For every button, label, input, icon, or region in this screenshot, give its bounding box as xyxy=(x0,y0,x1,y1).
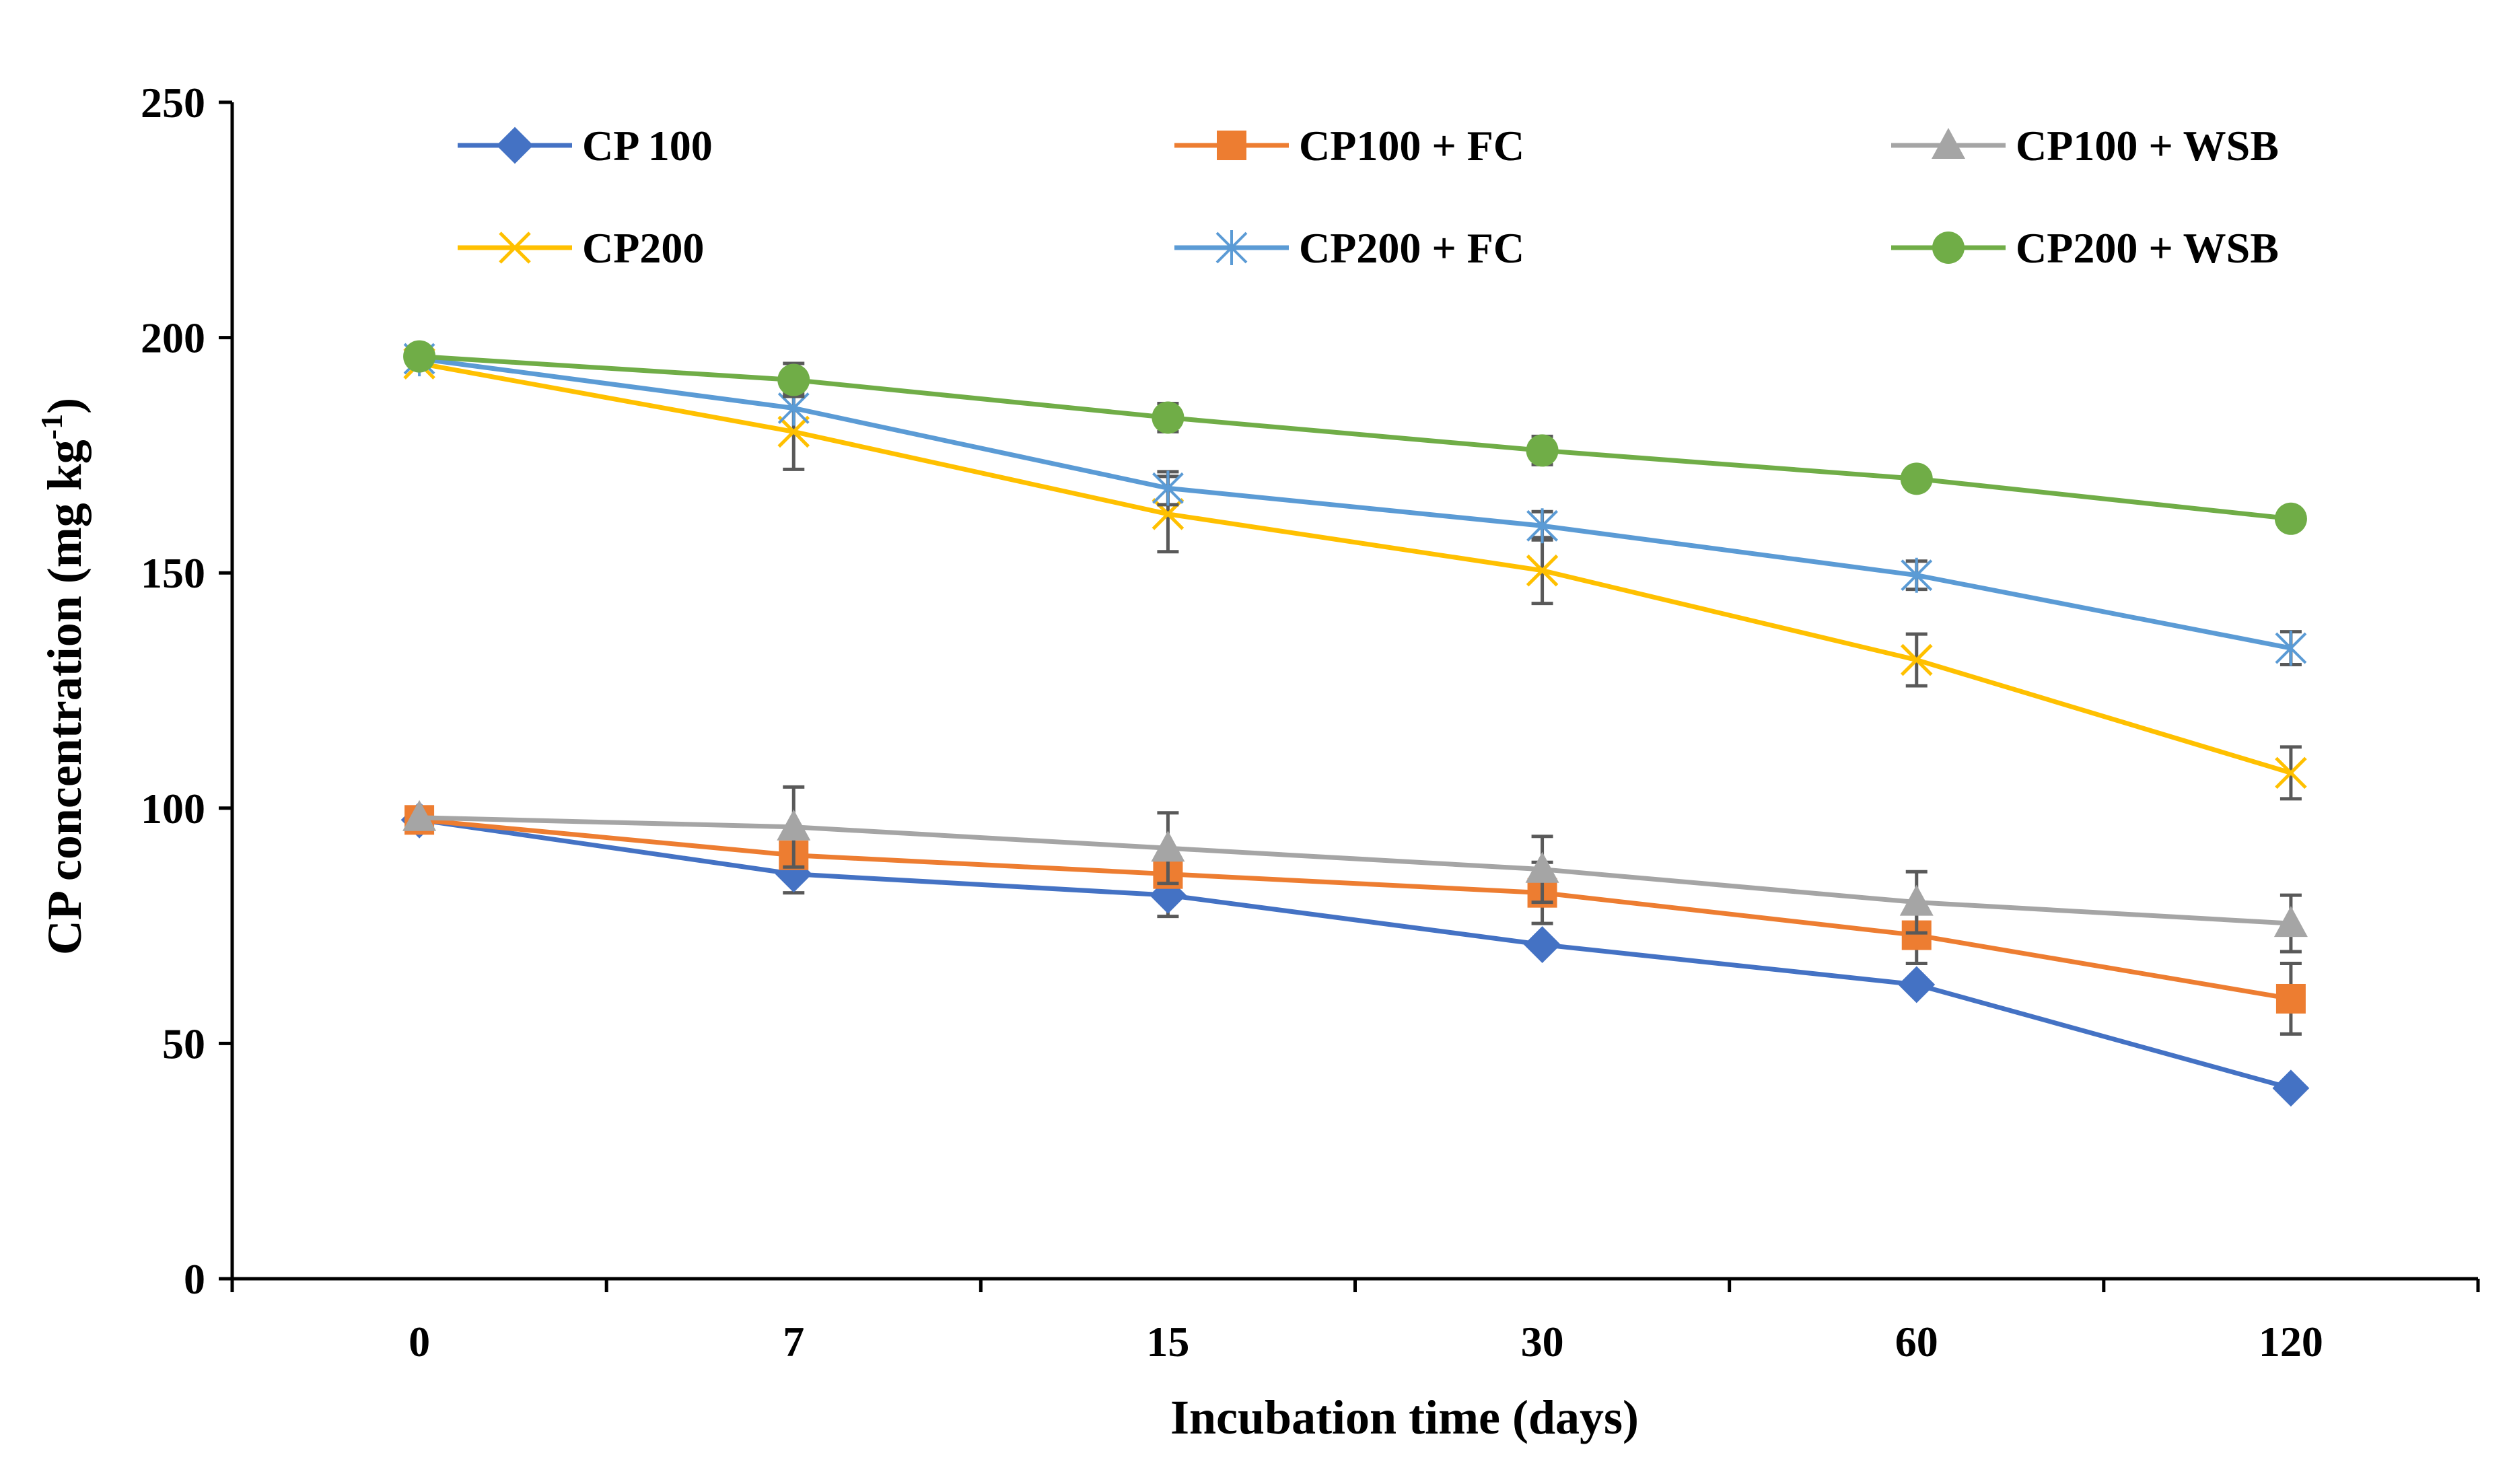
y-tick-label: 250 xyxy=(141,79,205,127)
data-point xyxy=(1151,831,1185,862)
legend-label: CP200 + FC xyxy=(1299,224,1524,272)
data-point xyxy=(2273,906,2308,938)
series-line xyxy=(419,354,2292,522)
series-2 xyxy=(402,785,2308,954)
data-point xyxy=(1526,554,1559,587)
data-point xyxy=(1526,508,1558,544)
x-tick-label: 0 xyxy=(409,1318,430,1366)
data-point xyxy=(777,809,811,841)
data-point xyxy=(1898,966,1936,1003)
data-point xyxy=(2275,983,2306,1014)
data-point xyxy=(777,415,810,448)
data-point xyxy=(1900,643,1933,676)
data-point xyxy=(2274,502,2307,535)
legend-label: CP 100 xyxy=(582,122,713,170)
legend-item-1: CP100 + FC xyxy=(1174,122,1524,170)
y-tick-label: 0 xyxy=(184,1255,205,1303)
series-3 xyxy=(403,347,2307,801)
x-axis-title: Incubation time (days) xyxy=(1170,1390,1639,1444)
data-point xyxy=(1525,851,1559,883)
y-tick-label: 150 xyxy=(141,549,205,597)
legend-item-2: CP100 + WSB xyxy=(1891,122,2279,170)
legend-marker xyxy=(1932,232,1965,264)
legend: CP 100 CP100 + FC CP100 + WSB CP200 CP200 + … xyxy=(458,122,2279,272)
series-line xyxy=(419,817,2292,1001)
legend-label: CP200 + WSB xyxy=(2016,224,2279,272)
legend-label: CP100 + FC xyxy=(1299,122,1524,170)
data-point xyxy=(1901,557,1933,593)
data-point-stroke xyxy=(1900,643,1933,676)
legend-marker-stroke xyxy=(499,232,531,264)
x-tick-label: 120 xyxy=(2259,1318,2323,1366)
series-group xyxy=(400,340,2310,1107)
data-point xyxy=(1524,926,1561,963)
x-tick-label: 30 xyxy=(1521,1318,1564,1366)
y-axis-title-main: CP concentration (mg kg xyxy=(38,439,92,955)
series-line xyxy=(419,356,2292,651)
y-axis-title: CP concentration (mg kg-1) xyxy=(34,398,92,955)
data-point xyxy=(777,363,810,396)
data-point xyxy=(2275,631,2307,666)
data-point xyxy=(1152,470,1184,506)
axes: 0 50 100 150 200 250 0 7 15 30 60 120 xyxy=(141,79,2480,1366)
series-line xyxy=(419,815,2292,926)
legend-label: CP100 + WSB xyxy=(2016,122,2279,170)
y-axis-title-superscript: -1 xyxy=(34,414,69,439)
data-point xyxy=(402,800,437,831)
series-5 xyxy=(403,340,2307,535)
y-tick-label: 50 xyxy=(162,1020,205,1067)
data-point xyxy=(1152,401,1185,434)
data-point-stroke xyxy=(777,415,810,448)
data-point xyxy=(1900,462,1933,495)
legend-marker xyxy=(1215,230,1248,265)
series-line xyxy=(419,361,2292,775)
x-tick-label: 7 xyxy=(783,1318,804,1366)
y-tick-label: 100 xyxy=(141,785,205,833)
data-point xyxy=(403,340,436,373)
legend-label: CP200 xyxy=(582,224,704,272)
legend-marker xyxy=(496,127,534,164)
y-tick-label: 200 xyxy=(141,314,205,362)
x-tick-label: 15 xyxy=(1146,1318,1189,1366)
data-point xyxy=(2272,1069,2310,1107)
y-axis-title-close: ) xyxy=(38,398,92,414)
series-4 xyxy=(403,341,2307,667)
data-point-stroke xyxy=(1526,554,1559,587)
legend-item-5: CP200 + WSB xyxy=(1891,224,2279,272)
legend-item-0: CP 100 xyxy=(458,122,713,170)
legend-marker xyxy=(1217,131,1246,160)
data-point xyxy=(1526,434,1559,467)
data-point-stroke xyxy=(2275,756,2307,789)
x-tick-label: 60 xyxy=(1895,1318,1938,1366)
data-point xyxy=(1899,884,1934,916)
legend-marker xyxy=(499,232,531,264)
legend-marker xyxy=(1932,128,1965,159)
data-point xyxy=(2275,756,2307,789)
legend-item-4: CP200 + FC xyxy=(1174,224,1524,272)
legend-item-3: CP200 xyxy=(458,224,704,272)
series-line xyxy=(419,817,2292,1091)
